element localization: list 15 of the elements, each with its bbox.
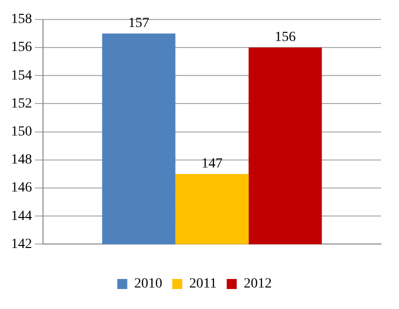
- data-label: 147: [202, 156, 222, 172]
- y-tick-label: 148: [11, 152, 32, 168]
- y-tick-label: 150: [11, 124, 32, 140]
- y-tick-label: 154: [11, 68, 32, 84]
- y-tick-label: 156: [11, 40, 32, 56]
- y-tick-label: 158: [11, 12, 32, 28]
- legend-label: 2011: [189, 276, 217, 292]
- y-tick-label: 142: [11, 236, 32, 252]
- y-tick-label: 152: [11, 96, 32, 112]
- data-label: 157: [128, 16, 150, 32]
- y-tick-label: 146: [11, 180, 32, 196]
- data-label: 156: [274, 30, 296, 46]
- legend-label: 2010: [134, 276, 162, 292]
- y-tick-label: 144: [11, 208, 32, 224]
- legend-label: 2012: [244, 276, 272, 292]
